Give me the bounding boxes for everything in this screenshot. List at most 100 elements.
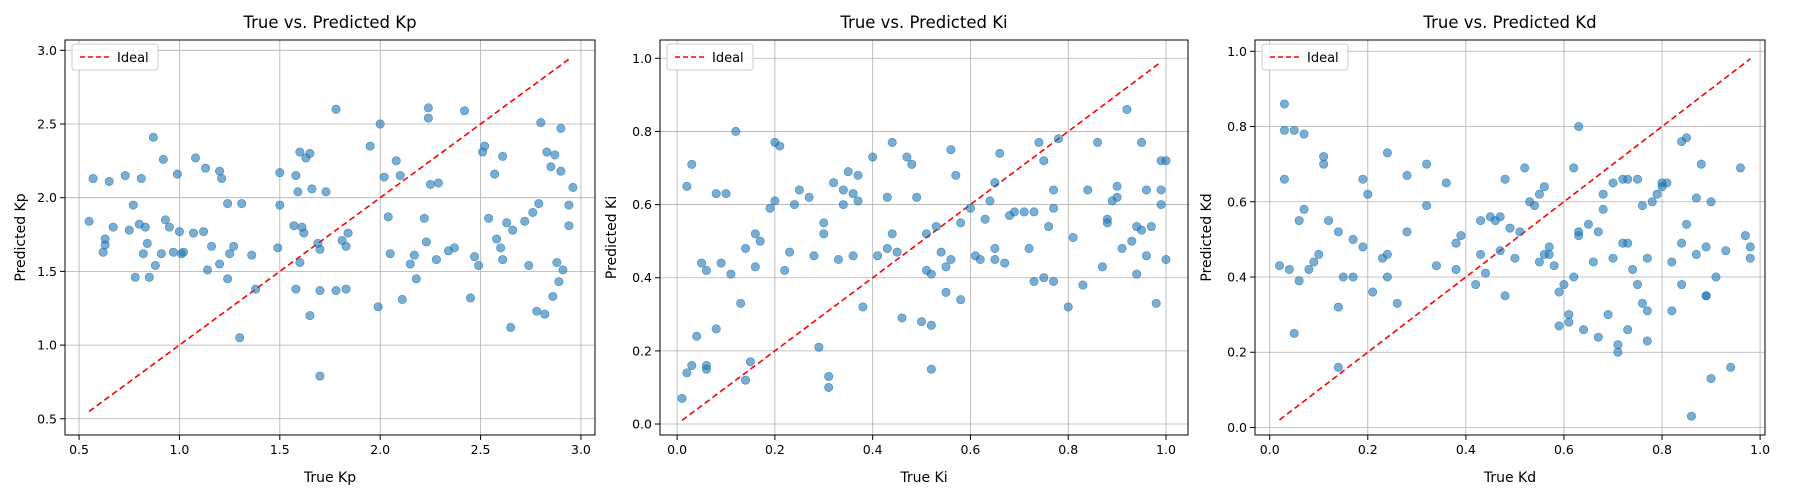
scatter-point xyxy=(84,216,94,226)
scatter-point xyxy=(1745,242,1755,252)
scatter-points xyxy=(1275,99,1755,421)
scatter-point xyxy=(1049,276,1059,286)
scatter-point xyxy=(104,176,114,186)
scatter-point xyxy=(548,291,558,301)
legend-ideal-label: Ideal xyxy=(712,51,744,66)
scatter-point xyxy=(496,243,506,253)
panel-ki: True vs. Predicted Ki True Ki Predicted … xyxy=(604,13,1189,486)
scatter-point xyxy=(1284,264,1294,274)
scatter-point xyxy=(172,169,182,179)
scatter-point xyxy=(1593,227,1603,237)
plot-frame xyxy=(1254,39,1766,436)
scatter-point xyxy=(490,169,500,179)
scatter-point xyxy=(1642,253,1652,263)
scatter-point xyxy=(1539,182,1549,192)
scatter-point xyxy=(1117,243,1127,253)
x-tick-label: 0.6 xyxy=(960,442,980,457)
scatter-point xyxy=(138,249,148,259)
scatter-point xyxy=(1628,264,1638,274)
scatter-point xyxy=(1476,249,1486,259)
scatter-point xyxy=(838,185,848,195)
scatter-point xyxy=(1382,249,1392,259)
scatter-point xyxy=(1667,257,1677,267)
scatter-point xyxy=(1696,159,1706,169)
scatter-point xyxy=(1049,185,1059,195)
y-tick-label: 1.0 xyxy=(1227,44,1247,59)
y-axis-label: Predicted Kd xyxy=(1199,193,1215,281)
scatter-point xyxy=(1544,249,1554,259)
scatter-point xyxy=(926,320,936,330)
scatter-point xyxy=(1574,231,1584,241)
scatter-point xyxy=(1667,306,1677,316)
grid xyxy=(660,40,1188,435)
scatter-point xyxy=(176,249,186,259)
scatter-point xyxy=(1309,257,1319,267)
scatter-point xyxy=(188,228,198,238)
scatter-point xyxy=(1102,218,1112,228)
scatter-point xyxy=(1613,347,1623,357)
scatter-point xyxy=(750,229,760,239)
ideal-line xyxy=(88,57,572,413)
scatter-point xyxy=(1029,207,1039,217)
scatter-point xyxy=(975,254,985,264)
legend-ideal-label: Ideal xyxy=(117,51,149,66)
scatter-point xyxy=(921,229,931,239)
scatter-point xyxy=(1431,261,1441,271)
scatter-point xyxy=(215,259,225,269)
x-axis-label: True Kd xyxy=(1483,470,1536,486)
chart-title: True vs. Predicted Ki xyxy=(839,13,1007,32)
scatter-point xyxy=(449,243,459,253)
scatter-point xyxy=(120,171,130,181)
scatter-point xyxy=(1642,306,1652,316)
y-tick-label: 0.5 xyxy=(37,411,57,426)
scatter-point xyxy=(1451,238,1461,248)
scatter-point xyxy=(1686,411,1696,421)
y-tick-label: 0.2 xyxy=(1227,345,1247,360)
scatter-point xyxy=(1569,163,1579,173)
scatter-point xyxy=(506,322,516,332)
scatter-point xyxy=(1677,238,1687,248)
scatter-point xyxy=(765,203,775,213)
scatter-point xyxy=(687,361,697,371)
scatter-point xyxy=(1348,272,1358,282)
scatter-point xyxy=(741,375,751,385)
scatter-point xyxy=(215,166,225,176)
x-tick-label: 0.6 xyxy=(1554,442,1574,457)
scatter-point xyxy=(1324,216,1334,226)
y-axis-label: Predicted Ki xyxy=(604,196,620,279)
scatter-point xyxy=(492,234,502,244)
scatter-point xyxy=(190,153,200,163)
scatter-point xyxy=(1009,207,1019,217)
y-tick-label: 1.0 xyxy=(632,51,652,66)
scatter-point xyxy=(819,229,829,239)
scatter-point xyxy=(1348,234,1358,244)
scatter-point xyxy=(425,179,435,189)
scatter-point xyxy=(697,258,707,268)
scatter-point xyxy=(225,249,235,259)
scatter-point xyxy=(1333,227,1343,237)
scatter-point xyxy=(692,331,702,341)
ideal-line xyxy=(1279,58,1751,421)
scatter-point xyxy=(990,243,1000,253)
scatter-point xyxy=(1495,212,1505,222)
scatter-point xyxy=(1279,99,1289,109)
scatter-point xyxy=(956,218,966,228)
scatter-point xyxy=(1132,269,1142,279)
scatter-point xyxy=(391,156,401,166)
scatter-point xyxy=(100,234,110,244)
scatter-point xyxy=(726,269,736,279)
scatter-point xyxy=(745,357,755,367)
scatter-point xyxy=(1456,231,1466,241)
scatter-point xyxy=(299,228,309,238)
panel-kd: True vs. Predicted Kd True Kd Predicted … xyxy=(1199,13,1770,486)
scatter-point xyxy=(853,196,863,206)
scatter-point xyxy=(1476,216,1486,226)
scatter-point xyxy=(1593,332,1603,342)
scatter-point xyxy=(466,293,476,303)
scatter-point xyxy=(1137,225,1147,235)
scatter-point xyxy=(1382,148,1392,158)
scatter-point xyxy=(1500,174,1510,184)
scatter-point xyxy=(331,104,341,114)
scatter-point xyxy=(1682,133,1692,143)
